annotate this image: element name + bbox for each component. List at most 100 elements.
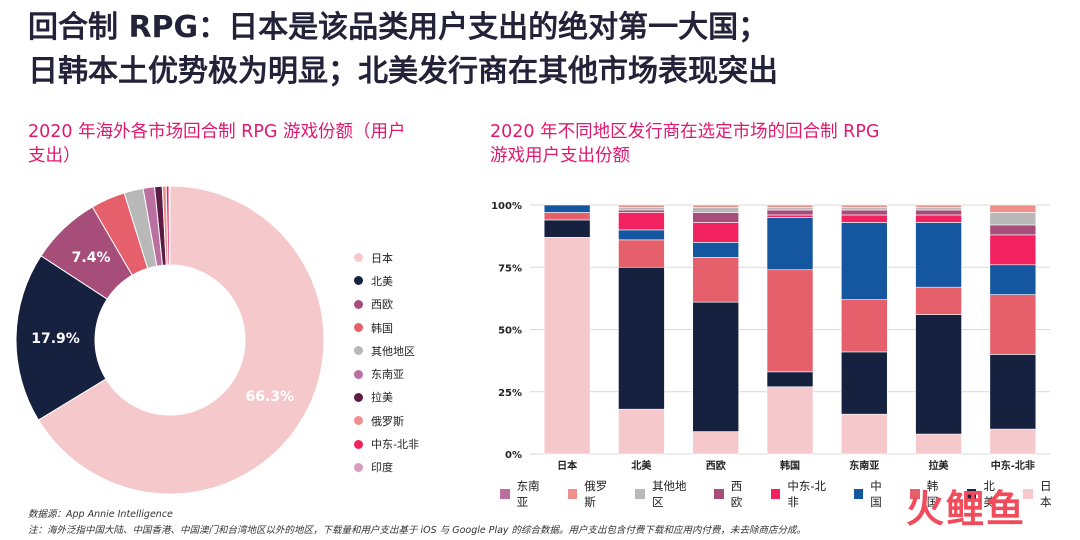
bar-segment-2-7 [692,204,740,208]
donut-slice-9 [168,185,171,266]
brand-logo: 火鲤鱼 [906,487,1027,531]
bar-segment-5-1 [915,314,962,435]
bar-segment-2-6 [692,207,740,213]
donut-chart-title: 2020 年海外各市场回合制 RPG 游戏份额（用户支出） [28,122,406,166]
bar-legend-item-7: 北美 [966,478,1006,510]
legend-label: 韩国 [926,479,939,509]
x-tick-label-0: 日本 [557,459,578,472]
bar-legend-item-2: 其他地区 [635,478,696,510]
bar-segment-5-5 [915,209,962,216]
bar-segment-6-2 [989,294,1037,355]
legend-label: 北美 [983,479,995,509]
bar-segment-1-1 [618,266,665,410]
bar-segment-6-6 [989,212,1037,226]
legend-label: 中东-北非 [371,438,419,452]
stacked-bar-chart: 0% 25% 50% 75% 100% 日本 北美 西欧 韩国 东南亚 拉美 中东-北非 [491,201,1050,472]
bar-chart-title: 2020 年不同地区发行商在选定市场的回合制 RPG 游戏用户支出份额 [490,122,880,166]
donut-legend-item-5: 东南亚 [354,362,419,385]
bar-segment-0-2 [543,212,591,221]
donut-chart: 66.3% 17.9% 7.4% [15,185,325,495]
bar-segment-5-7 [915,204,962,208]
bar-segment-1-3 [618,229,665,241]
bar-legend-item-1: 俄罗斯 [567,478,618,510]
y-tick-label-1: 25% [498,388,522,399]
bar-segment-4-5 [840,209,888,216]
legend-swatch [1023,489,1033,499]
bar-segment-1-6 [618,207,665,211]
x-tick-label-4: 东南亚 [849,459,879,472]
bar-segment-4-4 [840,214,888,223]
legend-dot [354,323,363,333]
y-tick-label-2: 50% [498,326,522,337]
bar-segment-0-0 [543,237,591,455]
bar-legend-item-4: 中东-北非 [770,478,836,510]
legend-label: 印度 [371,461,393,475]
legend-swatch [853,489,864,499]
y-tick-label-0: 0% [505,450,522,461]
bar-segment-0-3 [543,204,591,213]
legend-label: 东南亚 [371,368,404,382]
bar-segment-6-0 [989,428,1037,455]
bar-segment-5-2 [915,286,962,315]
legend-swatch [770,489,781,499]
legend-swatch [966,489,977,499]
legend-label: 北美 [371,274,393,288]
legend-label: 拉美 [371,391,393,405]
bar-segment-3-1 [766,371,814,388]
donut-legend-item-9: 印度 [354,456,419,479]
legend-swatch [910,489,920,499]
legend-label: 日本 [371,251,393,265]
donut-legend-item-6: 拉美 [354,386,419,409]
bar-segment-5-0 [915,433,962,455]
legend-swatch [500,489,510,499]
footnote: 注：海外泛指中国大陆、中国香港、中国澳门和台湾地区以外的地区，下载量和用户支出基… [28,525,807,536]
data-source: 数据源：App Annie Intelligence [28,509,173,520]
bar-segment-4-0 [840,413,888,455]
x-tick-label-2: 西欧 [706,459,726,472]
donut-slice-1 [15,255,108,421]
bar-segment-1-5 [618,209,665,213]
bar-legend-item-5: 中国 [853,478,893,510]
legend-label: 西欧 [730,479,743,509]
bar-segment-2-3 [692,242,740,258]
headline-line1: 回合制 RPG：日本是该品类用户支出的绝对第一大国； [28,10,769,45]
bar-segment-3-4 [766,214,814,218]
x-tick-label-3: 韩国 [780,459,800,472]
donut-legend-item-8: 中东-北非 [354,432,419,455]
bar-segment-3-5 [766,209,814,216]
bar-segment-4-7 [840,204,888,208]
bar-legend-item-8: 日本 [1023,478,1062,510]
bar-segment-4-1 [840,351,888,415]
bar-segment-3-7 [766,204,814,208]
bar-segment-6-4 [989,234,1037,266]
bar-segment-4-6 [840,207,888,211]
legend-swatch [635,489,646,499]
bar-segment-1-4 [618,212,665,231]
legend-dot [354,299,363,309]
bar-segment-6-5 [989,224,1037,236]
bar-segment-6-7 [989,204,1037,213]
bar-legend-item-3: 西欧 [714,478,753,510]
legend-dot [354,392,363,402]
donut-legend-item-4: 其他地区 [354,339,419,362]
bar-segment-2-4 [692,222,740,243]
bar-segment-2-5 [692,212,740,223]
legend-label: 西欧 [371,298,393,312]
donut-legend-item-1: 北美 [354,269,419,292]
bar-segment-5-4 [915,214,962,223]
legend-label: 韩国 [371,321,393,335]
bar-legend-item-0: 东南亚 [500,478,550,510]
legend-dot [354,253,363,263]
legend-label: 东南亚 [516,479,540,509]
legend-swatch [714,489,724,499]
x-tick-label-1: 北美 [631,459,652,472]
donut-slice-0 [37,185,325,495]
legend-swatch [567,489,578,499]
donut-value-label-1: 17.9% [31,331,80,347]
legend-dot [354,276,363,286]
y-tick-label-4: 100% [491,201,522,212]
legend-label: 俄罗斯 [584,479,608,509]
bar-legend-item-6: 韩国 [910,478,949,510]
bar-segment-4-2 [840,299,888,353]
donut-legend-item-3: 韩国 [354,316,419,339]
